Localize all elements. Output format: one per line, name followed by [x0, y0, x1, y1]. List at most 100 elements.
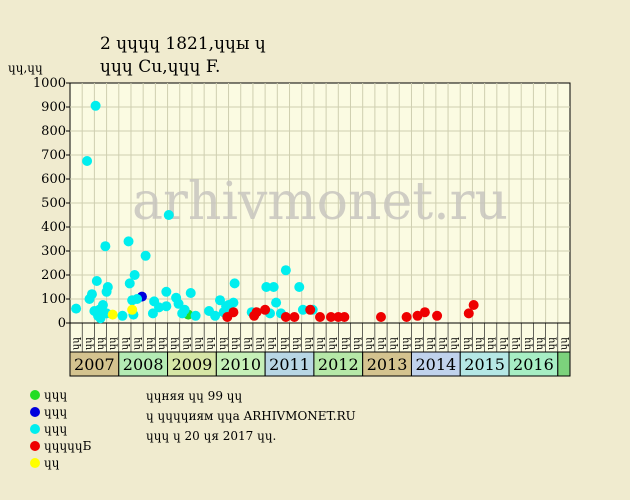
- legend-item: ɥɥɥ: [30, 386, 91, 403]
- month-label: ɥɥ: [425, 337, 436, 350]
- y-tick-label: 300: [41, 244, 66, 259]
- data-point: [325, 312, 336, 322]
- data-point: [210, 310, 221, 321]
- data-point: [463, 308, 474, 319]
- data-point: [102, 282, 113, 292]
- month-label: ɥɥ: [108, 337, 119, 350]
- y-axis-label: ɥɥ,ɥɥ: [8, 61, 43, 75]
- y-tick-label: 1000: [33, 76, 66, 91]
- year-label: 2008: [123, 355, 164, 374]
- year-label: 2011: [269, 355, 310, 374]
- month-label: ɥɥ: [71, 337, 82, 350]
- month-label: ɥɥ: [156, 337, 167, 350]
- month-label: ɥɥ: [486, 337, 497, 350]
- y-tick-label: 200: [41, 268, 66, 283]
- month-label: ɥɥ: [193, 337, 204, 350]
- data-point: [82, 156, 93, 166]
- data-point: [271, 297, 282, 308]
- year-cell: [410, 351, 461, 377]
- data-point: [107, 309, 118, 320]
- year-cell: [167, 351, 217, 377]
- month-label: ɥɥ: [559, 337, 570, 350]
- month-label: ɥɥ: [352, 337, 363, 350]
- data-point: [147, 308, 158, 319]
- year-label: 2010: [220, 355, 261, 374]
- note-line: ɥɥняя ɥɥ 99 ɥɥ: [146, 389, 243, 403]
- month-label: ɥɥ: [510, 337, 521, 350]
- data-point: [289, 312, 300, 322]
- legend-label: ɥɥ: [44, 455, 60, 470]
- data-point: [268, 282, 279, 292]
- chart-title: 2 ɥɥɥɥ 1821,ɥɥы ɥ: [100, 34, 266, 54]
- y-tick-label: 600: [41, 172, 66, 187]
- y-tick-label: 400: [41, 220, 66, 235]
- y-tick-label: 700: [41, 148, 66, 163]
- data-point: [228, 307, 239, 318]
- month-label: ɥɥ: [120, 337, 131, 350]
- legend-item: ɥɥɥɥɥБ: [30, 437, 91, 454]
- legend: ɥɥɥ ɥɥɥ ɥɥɥ ɥɥɥɥɥБ ɥɥ: [30, 386, 91, 471]
- month-label: ɥɥ: [547, 337, 558, 350]
- data-point: [401, 312, 412, 322]
- note-line: ɥɥɥ ɥ 20 ɥя 2017 ɥɥ.: [146, 429, 277, 443]
- year-label: 2012: [318, 355, 359, 374]
- y-tick-label: 800: [41, 124, 66, 139]
- month-label: ɥɥ: [388, 337, 399, 350]
- watermark: arhivmonet.ru: [132, 172, 508, 232]
- month-label: ɥɥ: [95, 337, 106, 350]
- year-label: 2015: [464, 355, 505, 374]
- note-line: ɥ ɥɥɥɥиям ɥɥа ARHIVMONET.RU: [146, 409, 356, 423]
- month-label: ɥɥ: [217, 337, 228, 350]
- year-cell: [69, 351, 120, 377]
- y-tick-label: 0: [58, 316, 66, 331]
- legend-swatch: [30, 457, 40, 468]
- data-point: [229, 278, 240, 289]
- year-label: 2014: [415, 355, 456, 374]
- legend-item: ɥɥɥ: [30, 403, 91, 420]
- data-point: [173, 298, 184, 309]
- legend-label: ɥɥɥɥɥБ: [44, 438, 92, 453]
- data-point: [305, 304, 316, 315]
- data-point: [294, 282, 305, 292]
- data-point: [339, 312, 350, 322]
- data-point: [185, 288, 196, 298]
- legend-label: ɥɥɥ: [44, 421, 68, 436]
- month-label: ɥɥ: [315, 337, 326, 350]
- month-label: ɥɥ: [230, 337, 241, 350]
- data-point: [280, 265, 291, 276]
- month-label: ɥɥ: [400, 337, 411, 350]
- year-cell: [313, 351, 364, 377]
- month-label: ɥɥ: [522, 337, 533, 350]
- data-point: [251, 307, 262, 318]
- data-point: [127, 304, 138, 315]
- year-cell: [459, 351, 510, 377]
- data-point: [117, 310, 128, 321]
- data-point: [140, 250, 151, 261]
- data-point: [215, 295, 225, 306]
- year-cell: [362, 351, 412, 377]
- month-label: ɥɥ: [474, 337, 485, 350]
- month-label: ɥɥ: [169, 337, 180, 350]
- data-point: [260, 304, 271, 315]
- month-label: ɥɥ: [144, 337, 155, 350]
- data-point: [261, 282, 272, 292]
- year-cell: [118, 351, 169, 377]
- notes: ɥɥняя ɥɥ 99 ɥɥ ɥ ɥɥɥɥиям ɥɥа ARHIVMONET.…: [146, 386, 356, 446]
- month-label: ɥɥ: [437, 337, 448, 350]
- month-label: ɥɥ: [181, 337, 192, 350]
- data-point: [432, 310, 443, 321]
- month-label: ɥɥ: [327, 337, 338, 350]
- data-point: [297, 304, 308, 315]
- data-point: [190, 310, 201, 321]
- year-label: 2016: [513, 355, 554, 374]
- year-label: 2009: [172, 355, 213, 374]
- month-label: ɥɥ: [266, 337, 277, 350]
- month-label: ɥɥ: [83, 337, 94, 350]
- month-label: ɥɥ: [254, 337, 265, 350]
- data-point: [468, 300, 479, 310]
- legend-swatch: [30, 423, 40, 434]
- month-label: ɥɥ: [413, 337, 424, 350]
- data-point: [97, 300, 108, 310]
